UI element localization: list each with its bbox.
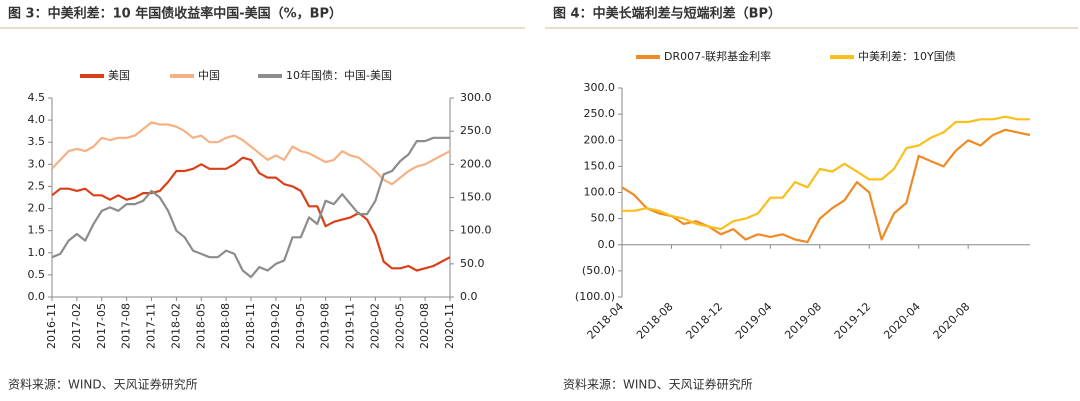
y-tick-label: 200.0 — [584, 133, 616, 146]
y-tick-label: 100.0 — [584, 186, 616, 199]
y-tick-label: 1.5 — [28, 224, 46, 237]
x-tick-label: 2017-05 — [95, 303, 108, 349]
legend-label: 美国 — [108, 69, 130, 82]
y-tick-label: 250.0 — [584, 107, 616, 120]
y2-tick-label: 250.0 — [460, 124, 492, 137]
y-tick-label: 150.0 — [584, 159, 616, 172]
y-tick-label: (50.0) — [582, 264, 615, 277]
y-tick-label: 3.0 — [28, 157, 46, 170]
source-note: 资料来源：WIND、天风证券研究所 — [8, 377, 198, 392]
x-tick-label: 2018-04 — [585, 300, 627, 342]
y2-tick-label: 200.0 — [460, 157, 492, 170]
x-tick-label: 2020-02 — [368, 303, 381, 349]
y-tick-label: 4.0 — [28, 113, 46, 126]
x-tick-label: 2017-02 — [70, 303, 83, 349]
y-tick-label: 300.0 — [584, 81, 616, 94]
y-tick-label: 50.0 — [591, 212, 616, 225]
y-tick-label: 0.5 — [28, 268, 46, 281]
x-tick-label: 2018-05 — [194, 303, 207, 349]
y2-tick-label: 300.0 — [460, 91, 492, 104]
y-tick-label: 0.0 — [28, 290, 46, 303]
x-tick-label: 2016-11 — [45, 303, 58, 349]
x-tick-label: 2020-05 — [393, 303, 406, 349]
x-tick-label: 2019-11 — [344, 303, 357, 349]
y-tick-label: 3.5 — [28, 135, 46, 148]
y2-tick-label: 0.0 — [460, 290, 478, 303]
legend-label: 中美利差：10Y国债 — [858, 49, 956, 63]
chart-title: 图 4：中美长端利差与短端利差（BP） — [553, 6, 781, 22]
x-tick-label: 2020-04 — [881, 300, 923, 342]
legend-label: DR007-联邦基金利率 — [664, 49, 771, 63]
x-tick-label: 2017-08 — [120, 303, 133, 349]
legend-label: 10年国债：中国-美国 — [286, 68, 392, 82]
series-line — [51, 121, 451, 186]
series-line — [622, 115, 1030, 231]
y-tick-label: 2.0 — [28, 202, 46, 215]
x-tick-label: 2020-08 — [418, 303, 431, 349]
x-tick-label: 2017-11 — [145, 303, 158, 349]
x-tick-label: 2019-08 — [319, 303, 332, 349]
x-tick-label: 2020-11 — [443, 303, 456, 349]
x-tick-label: 2018-08 — [634, 300, 676, 342]
x-tick-label: 2020-08 — [931, 300, 973, 342]
series-line — [51, 136, 450, 279]
y2-tick-label: 150.0 — [460, 191, 492, 204]
x-tick-label: 2018-12 — [683, 300, 725, 342]
y2-tick-label: 100.0 — [460, 224, 492, 237]
x-tick-label: 2018-11 — [244, 303, 257, 349]
y-tick-label: 0.0 — [598, 238, 616, 251]
x-tick-label: 2019-04 — [733, 300, 775, 342]
y-tick-label: 1.0 — [28, 246, 46, 259]
y-tick-label: (100.0) — [575, 290, 615, 303]
x-tick-label: 2018-02 — [169, 303, 182, 349]
source-note: 资料来源：WIND、天风证券研究所 — [563, 377, 753, 392]
legend-label: 中国 — [198, 69, 220, 82]
x-tick-label: 2019-05 — [294, 303, 307, 349]
series-line — [621, 128, 1031, 244]
x-tick-label: 2019-12 — [832, 300, 874, 342]
series-line — [51, 156, 451, 272]
y-tick-label: 2.5 — [28, 179, 46, 192]
y2-tick-label: 50.0 — [460, 257, 485, 270]
y-tick-label: 4.5 — [28, 91, 46, 104]
x-tick-label: 2019-08 — [782, 300, 824, 342]
x-tick-label: 2018-08 — [219, 303, 232, 349]
chart-title: 图 3：中美利差：10 年国债收益率中国-美国（%，BP） — [8, 6, 342, 22]
x-tick-label: 2019-02 — [269, 303, 282, 349]
